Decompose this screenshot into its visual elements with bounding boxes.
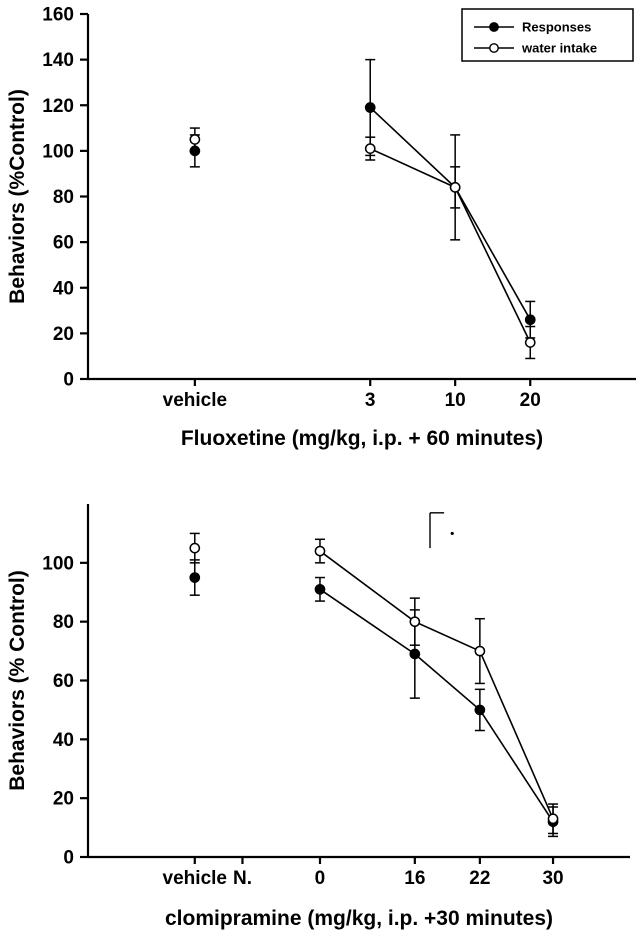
y-tick-label: 40 (53, 730, 74, 751)
y-tick-label: 160 (42, 5, 74, 26)
data-point-responses (189, 572, 201, 583)
legend-marker-filled (489, 22, 499, 32)
data-point-water-intake (474, 645, 486, 657)
y-tick-label: 80 (53, 612, 74, 633)
data-point-water-intake (449, 182, 461, 193)
data-point-responses (409, 648, 421, 660)
y-tick-label: 60 (53, 233, 74, 254)
data-point-responses (474, 704, 486, 716)
data-point-responses (314, 583, 326, 595)
x-tick-label: 22 (469, 868, 490, 889)
legend-box (461, 8, 634, 62)
bracket-annotation-dot (450, 531, 454, 536)
x-tick-label: vehicle (163, 868, 227, 889)
data-point-responses (189, 145, 201, 157)
y-tick-label: 40 (53, 278, 74, 299)
x-tick-label: N. (233, 868, 252, 889)
y-tick-label: 20 (53, 789, 74, 810)
data-point-water-intake (364, 143, 376, 154)
y-tick-label: 120 (42, 96, 74, 117)
x-tick-label: 10 (445, 390, 466, 411)
data-point-water-intake (547, 813, 559, 825)
data-point-water-intake (189, 134, 201, 145)
data-point-responses (364, 102, 376, 113)
x-tick-label: 3 (365, 390, 376, 411)
y-tick-label: 60 (53, 671, 74, 692)
x-tick-label: vehicle (163, 390, 227, 411)
data-point-water-intake (524, 337, 536, 348)
x-tick-label: 0 (315, 868, 326, 889)
y-axis-title: Behaviors (% Control) (6, 570, 29, 791)
x-tick-label: 16 (404, 868, 425, 889)
series-line-water-intake (369, 147, 531, 343)
legend-label: water intake (521, 41, 597, 56)
x-tick-label: 20 (520, 390, 541, 411)
data-point-water-intake (189, 542, 201, 554)
series-line-responses (319, 588, 554, 823)
legend-label: Responses (522, 20, 591, 35)
fluoxetine-dose-response-chart: 0 20 40 60 80 100 120 140 160 vehicle 3 10 20 Fluoxet… (6, 5, 636, 450)
series-line-water-intake (319, 550, 554, 820)
y-tick-label: 0 (63, 848, 74, 869)
y-tick-label: 20 (53, 324, 74, 345)
legend-marker-open (489, 43, 499, 53)
data-point-responses (524, 314, 536, 326)
y-tick-label: 100 (42, 141, 74, 162)
x-axis-title: Fluoxetine (mg/kg, i.p. + 60 minutes) (181, 427, 543, 450)
clomipramine-dose-response-chart: 0 20 40 60 80 100 vehicle N. 0 16 22 30 clomipramine… (6, 504, 630, 930)
y-axis-title: Behaviors (%Control) (6, 89, 29, 304)
y-tick-label: 0 (63, 370, 74, 391)
y-tick-label: 80 (53, 187, 74, 208)
y-tick-label: 100 (42, 553, 74, 574)
x-axis-title: clomipramine (mg/kg, i.p. +30 minutes) (165, 907, 553, 930)
data-point-water-intake (314, 545, 326, 557)
y-tick-label: 140 (42, 50, 74, 71)
series-line-responses (369, 106, 531, 321)
data-point-water-intake (409, 616, 421, 628)
x-tick-label: 30 (542, 868, 563, 889)
